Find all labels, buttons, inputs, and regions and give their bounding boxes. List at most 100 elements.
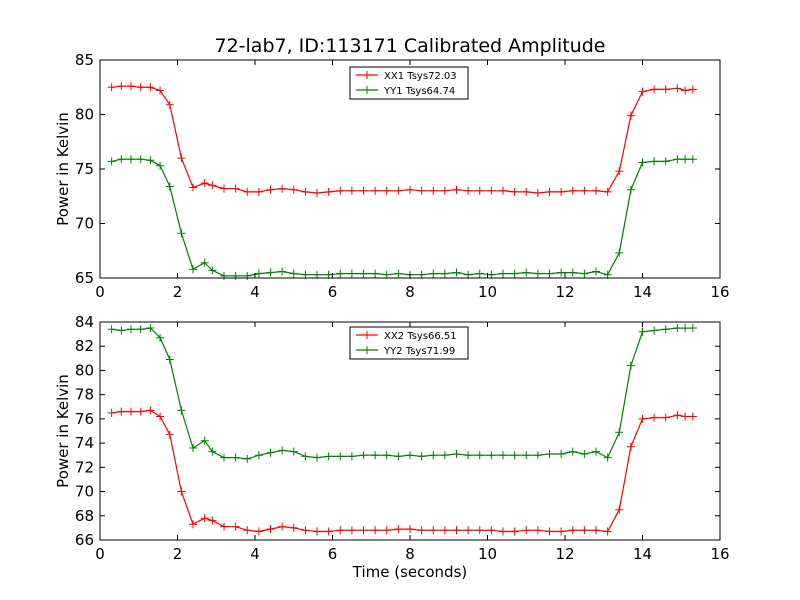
data-point [117,407,126,416]
data-point [592,447,600,456]
data-point [313,188,321,197]
data-point [673,324,682,333]
x-tick-label: 12 [555,545,574,563]
data-point [533,451,542,460]
y-tick-label: 85 [75,51,94,69]
data-point [278,267,287,276]
data-point [464,186,473,195]
data-point [464,270,473,279]
data-point [324,452,333,461]
data-point [681,86,690,95]
data-point [681,324,690,333]
y-tick-label: 82 [75,337,94,355]
data-point [510,451,519,460]
x-tick-label: 14 [633,545,652,563]
data-point [499,269,507,278]
data-point [382,526,391,535]
data-point [499,186,507,195]
x-axis-label: Time (seconds) [352,563,468,581]
data-point [266,185,275,194]
data-point [429,451,438,460]
y-tick-label: 70 [75,483,94,501]
data-point [557,450,566,459]
data-point [127,407,135,416]
data-point [464,451,473,460]
y-tick-label: 78 [75,386,94,404]
data-point [603,453,612,462]
data-point [266,268,275,277]
legend-marker [363,331,371,339]
data-point [359,451,368,460]
data-point [313,527,321,536]
data-point [301,526,310,535]
data-point [417,270,426,279]
data-point [127,82,135,91]
data-point [336,269,345,278]
data-point [406,185,414,194]
x-tick-label: 10 [478,283,497,301]
data-point [440,526,449,535]
data-point [208,266,217,275]
data-point [568,186,577,195]
data-point [107,325,116,334]
data-point [406,525,414,534]
data-point [347,186,356,195]
data-point [156,333,165,342]
data-point [266,525,275,534]
data-point [499,451,507,460]
data-point [382,451,391,460]
y-tick-label: 84 [75,313,94,331]
y-tick-label: 70 [75,215,94,233]
data-point [592,267,600,276]
y-tick-label: 68 [75,507,94,525]
x-tick-label: 10 [478,545,497,563]
data-point [440,269,449,278]
data-point [165,100,174,109]
data-point [580,450,589,459]
data-point [592,526,600,535]
data-point [545,527,554,536]
data-point [615,505,624,514]
data-point [557,527,566,536]
data-point [127,325,135,334]
data-point [243,454,252,463]
data-point [661,157,670,166]
data-point [592,186,600,195]
data-point [510,269,519,278]
data-point [429,526,438,535]
data-point [324,527,333,536]
data-point [417,452,426,461]
data-point [452,450,461,459]
data-point [394,186,403,195]
data-point [626,111,635,120]
data-point [301,187,310,196]
data-point [200,258,209,267]
data-point [177,406,186,415]
legend-label: XX2 Tsys66.51 [384,331,457,342]
y-tick-label: 76 [75,410,94,428]
data-point [580,186,589,195]
data-point [603,527,612,536]
data-point [522,187,531,196]
x-tick-label: 14 [633,283,652,301]
legend-box [349,326,469,360]
data-point [533,188,542,197]
data-point [220,453,228,462]
data-point [243,526,252,535]
data-point [336,526,345,535]
data-point [487,270,496,279]
data-point [117,82,126,91]
data-point [371,269,380,278]
y-tick-label: 65 [75,269,94,287]
data-point [347,452,356,461]
x-tick-label: 4 [250,283,260,301]
data-point [452,526,461,535]
data-point [107,157,116,166]
data-point [440,186,449,195]
data-point [189,265,197,274]
data-point [146,83,155,92]
data-point [313,453,321,462]
data-point [200,514,209,523]
data-point [475,451,484,460]
